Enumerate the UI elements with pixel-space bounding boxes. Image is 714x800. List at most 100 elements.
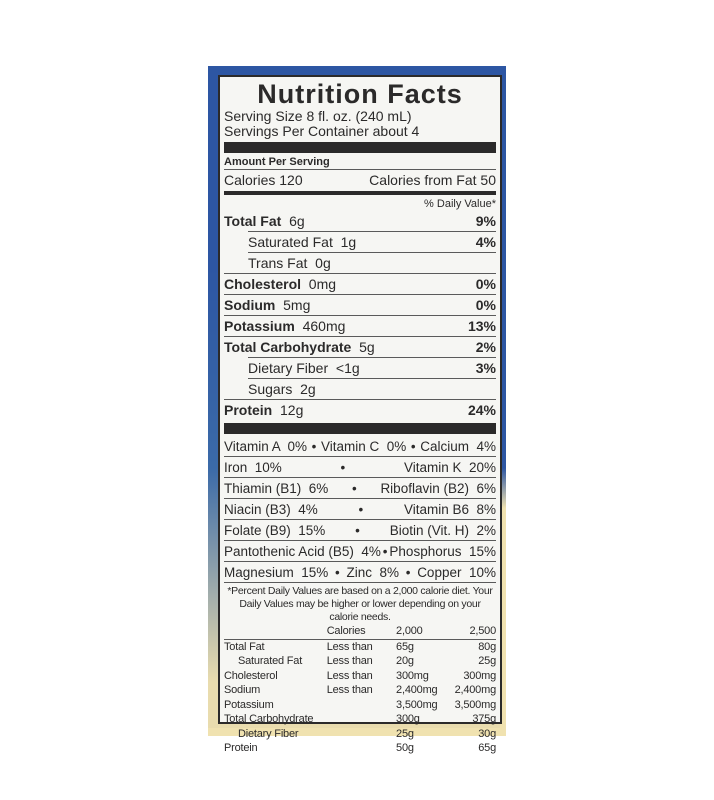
dv-table-cell: 3,500mg: [396, 698, 438, 711]
nutrient-name: Sodium: [224, 297, 276, 313]
dv-table-cell: Potassium: [224, 698, 274, 711]
nutrient-name: Potassium: [224, 318, 295, 334]
calories-from-fat: Calories from Fat 50: [369, 172, 496, 188]
nutrient-amount: 12g: [280, 402, 304, 418]
dv-table-cell: 300g: [396, 713, 420, 726]
dv-table-row: Protein 50g 65g: [224, 741, 496, 756]
dv-table-cell: Less than: [326, 640, 373, 653]
separator-dot: •: [340, 459, 346, 475]
nutrient-label: Cholesterol 0mg: [224, 276, 336, 292]
separator-dot: •: [358, 501, 364, 517]
dv-table-cell: [327, 741, 396, 756]
nutrient-daily-value: 9%: [475, 213, 496, 229]
separator-dot: •: [410, 438, 416, 454]
dv-table-header-cell: 2,000: [396, 624, 455, 640]
nutrient-name: Saturated Fat: [248, 234, 333, 250]
daily-value-table: Calories 2,000 2,500 Total Fat Less than 65g 8…: [224, 624, 496, 756]
vitamin-item: Vitamin C 0%: [320, 438, 407, 454]
vitamin-item: Riboflavin (B2) 6%: [380, 480, 496, 496]
dv-table-cell: 65g: [396, 640, 414, 653]
nutrient-row: Sodium 5mg 0%: [224, 294, 496, 315]
nutrient-label: Trans Fat 0g: [248, 255, 331, 271]
nutrient-row: Sugars 2g: [248, 378, 496, 399]
vitamin-item: Biotin (Vit. H) 2%: [389, 522, 496, 538]
package-edge: [500, 66, 506, 736]
dv-table-header-cell: Calories: [326, 624, 397, 640]
dv-table-row: Total Fat Less than 65g 80g: [224, 639, 496, 654]
vitamin-item: Vitamin B6 8%: [403, 501, 496, 517]
nutrient-label: Dietary Fiber <1g: [248, 360, 360, 376]
nutrient-amount: 0g: [315, 255, 331, 271]
nutrient-daily-value: 3%: [475, 360, 496, 376]
nutrient-daily-value: 0%: [475, 276, 496, 292]
dv-table-cell: 3,500mg: [454, 698, 497, 711]
dv-table-cell: Dietary Fiber: [238, 727, 299, 740]
nutrient-list: Total Fat 6g 9% Saturated Fat 1g 4% Trans Fa…: [224, 211, 496, 420]
vitamin-item: Phosphorus 15%: [389, 543, 496, 559]
separator-dot: •: [355, 522, 360, 538]
nutrient-name: Sugars: [248, 381, 293, 397]
dv-table-cell: Sodium: [224, 684, 261, 697]
dv-table-cell: 300mg: [396, 669, 429, 682]
label-title: Nutrition Facts: [257, 79, 463, 109]
dv-table-cell: Total Carbohydrate: [224, 713, 314, 726]
separator-dot: •: [335, 564, 340, 580]
nutrient-name: Total Fat: [224, 213, 282, 229]
vitamin-item: Vitamin A 0%: [224, 438, 308, 454]
vitamin-item: Iron 10%: [224, 459, 282, 475]
nutrient-row: Dietary Fiber <1g 3%: [248, 357, 496, 378]
nutrient-daily-value: 24%: [467, 402, 496, 418]
vitamin-item: Folate (B9) 15%: [224, 522, 326, 538]
vitamin-row: Iron 10% • Vitamin K 20%: [224, 456, 496, 477]
nutrient-daily-value: 0%: [475, 297, 496, 313]
nutrient-row: Potassium 460mg 13%: [224, 315, 496, 336]
vitamin-item: Copper 10%: [417, 564, 496, 580]
nutrient-amount: 1g: [340, 234, 357, 250]
nutrient-row: Saturated Fat 1g 4%: [248, 231, 496, 252]
nutrient-label: Total Carbohydrate 5g: [224, 339, 375, 355]
vitamin-row: Pantothenic Acid (B5) 4% • Phosphorus 15%: [224, 540, 496, 561]
dv-table-cell: [327, 727, 396, 742]
dv-table-cell: Less than: [326, 669, 373, 682]
nutrient-row: Cholesterol 0mg 0%: [224, 273, 496, 294]
dv-table-cell: 65g: [478, 742, 496, 755]
dv-table-cell: 375g: [472, 713, 496, 726]
nutrient-daily-value: 4%: [475, 234, 496, 250]
dv-table-cell: Total Fat: [224, 640, 265, 653]
vitamin-item: Calcium 4%: [420, 438, 496, 454]
nutrient-amount: 5g: [359, 339, 375, 355]
vitamin-item: Niacin (B3) 4%: [224, 501, 318, 517]
nutrient-amount: 460mg: [302, 318, 346, 334]
nutrition-facts-label: Nutrition Facts Serving Size 8 fl. oz. (…: [218, 75, 502, 754]
dv-table-cell: Cholesterol: [224, 669, 278, 682]
nutrient-amount: 0mg: [308, 276, 337, 292]
nutrient-amount: <1g: [335, 360, 360, 376]
nutrient-name: Dietary Fiber: [248, 360, 329, 376]
nutrient-label: Saturated Fat 1g: [248, 234, 356, 250]
separator-dot: •: [405, 564, 411, 580]
nutrient-row: Total Carbohydrate 5g 2%: [224, 336, 496, 357]
nutrient-name: Protein: [224, 402, 273, 418]
nutrient-label: Potassium 460mg: [224, 318, 345, 334]
nutrient-row: Trans Fat 0g: [248, 252, 496, 273]
nutrient-label: Sugars 2g: [248, 381, 316, 397]
dv-table-cell: Less than: [326, 684, 373, 697]
nutrient-name: Total Carbohydrate: [224, 339, 352, 355]
nutrient-label: Protein 12g: [224, 402, 303, 418]
dv-table-header-cell: [224, 624, 327, 640]
dv-table-cell: [327, 712, 396, 727]
nutrient-row: Protein 12g 24%: [224, 399, 496, 420]
dv-table-cell: 30g: [478, 727, 496, 740]
nutrient-amount: 5mg: [283, 297, 311, 313]
nutrient-name: Cholesterol: [224, 276, 302, 292]
dv-table-row: Total Carbohydrate 300g 375g: [224, 712, 496, 727]
dv-table-cell: 25g: [478, 655, 496, 668]
amount-per-serving: Amount Per Serving: [224, 156, 330, 168]
dv-table-cell: Protein: [224, 742, 258, 755]
dv-table-cell: 2,400mg: [454, 684, 497, 697]
calories-row: Calories 120 Calories from Fat 50: [224, 169, 496, 190]
vitamin-item: Thiamin (B1) 6%: [224, 480, 329, 496]
vitamin-row: Thiamin (B1) 6% • Riboflavin (B2) 6%: [224, 477, 496, 498]
dv-table-cell: 300mg: [463, 669, 496, 682]
dv-table-row: Saturated Fat Less than 20g 25g: [224, 654, 496, 669]
